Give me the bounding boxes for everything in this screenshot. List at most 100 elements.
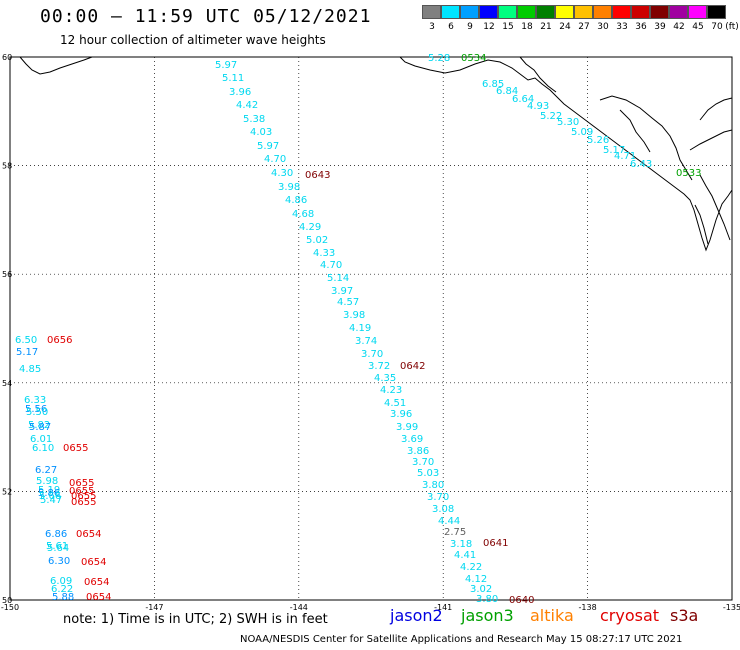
swh-label: 3.02 — [470, 584, 492, 595]
swh-label: 4.22 — [460, 562, 482, 573]
swh-label: 4.41 — [454, 550, 476, 561]
legend-tick: 33 — [616, 22, 628, 32]
satellite-name: s3a — [670, 606, 699, 625]
coastline-segment — [399, 56, 733, 252]
time-label: 0641 — [483, 538, 508, 549]
swh-label: 3.80 — [422, 480, 444, 491]
coastline-segment — [19, 56, 93, 75]
lon-tick-label: -135 — [723, 603, 740, 612]
swh-label: 4.12 — [465, 574, 487, 585]
legend-swatch — [669, 5, 688, 19]
swh-label: 5.11 — [222, 73, 244, 84]
time-label: 0643 — [305, 170, 330, 181]
legend-tick: 18 — [521, 22, 533, 32]
swh-label: 4.86 — [285, 195, 307, 206]
swh-label: 3.96 — [229, 87, 251, 98]
swh-label: 6.01 — [30, 434, 52, 445]
swh-label: 4.03 — [250, 127, 272, 138]
swh-label: 3.74 — [355, 336, 377, 347]
swh-label: 4.29 — [299, 222, 321, 233]
satellite-name: cryosat — [600, 606, 660, 625]
swh-label: 5.47 — [40, 495, 62, 506]
legend-tick: 70 — [711, 22, 723, 32]
swh-label: 3.98 — [343, 310, 365, 321]
legend-swatch — [422, 5, 441, 19]
time-label: 0655 — [63, 443, 88, 454]
lat-tick-label: 54 — [2, 379, 12, 388]
swh-label: 6.64 — [512, 94, 534, 105]
swh-label: 4.70 — [320, 260, 342, 271]
time-label: 0655 — [71, 491, 96, 502]
lat-tick-label: 60 — [2, 53, 12, 62]
legend-tick: 15 — [502, 22, 514, 32]
time-label: 0655 — [69, 478, 94, 489]
swh-label: 5.22 — [540, 111, 562, 122]
swh-label: 3.98 — [278, 182, 300, 193]
swh-label: 6.10 — [32, 443, 54, 454]
swh-label: 5.26 — [587, 135, 609, 146]
time-label: 0640 — [509, 595, 534, 606]
credit-line: NOAA/NESDIS Center for Satellite Applica… — [240, 634, 683, 645]
time-label: 0655 — [69, 486, 94, 497]
legend-tick: 42 — [673, 22, 685, 32]
swh-label: 3.69 — [401, 434, 423, 445]
swh-label: 6.33 — [24, 395, 46, 406]
swh-label: 4.23 — [380, 385, 402, 396]
satellite-name: jason3 — [461, 606, 514, 625]
legend-swatch — [707, 5, 726, 19]
swh-label: 5.88 — [52, 592, 74, 603]
legend-tick: 30 — [597, 22, 609, 32]
swh-label: 6.85 — [482, 79, 504, 90]
time-label: 0534 — [461, 53, 486, 64]
swh-label: 6.27 — [35, 465, 57, 476]
swh-label: 4.68 — [292, 209, 314, 220]
legend-unit: (ft) — [725, 22, 739, 32]
swh-label: 5.28 — [428, 53, 450, 64]
swh-label: 4.85 — [19, 364, 41, 375]
lon-tick-label: -150 — [1, 603, 19, 612]
legend-tick: 27 — [578, 22, 590, 32]
lat-tick-label: 58 — [2, 162, 12, 171]
satellite-name: altika — [530, 606, 574, 625]
time-label: 0655 — [71, 497, 96, 508]
legend-swatch — [631, 5, 650, 19]
time-label: 0654 — [76, 529, 101, 540]
map-grid — [10, 57, 732, 600]
time-label: 0654 — [84, 577, 109, 588]
swh-label: 5.87 — [29, 422, 51, 433]
coastline-segment — [699, 174, 731, 241]
swh-label: 4.35 — [374, 373, 396, 384]
legend-tick: 21 — [540, 22, 552, 32]
coastline-segment — [699, 97, 733, 121]
swh-label: 6.43 — [630, 159, 652, 170]
time-label: 0654 — [81, 557, 106, 568]
swh-label: 6.30 — [48, 556, 70, 567]
swh-label: 5.98 — [36, 476, 58, 487]
swh-label: 4.93 — [527, 101, 549, 112]
legend-tick: 6 — [448, 22, 454, 32]
legend-tick: 24 — [559, 22, 571, 32]
swh-label: 3.99 — [396, 422, 418, 433]
swh-label: 3.86 — [407, 446, 429, 457]
swh-label: 5.30 — [557, 117, 579, 128]
swh-label: 5.17 — [603, 145, 625, 156]
swh-label: 4.44 — [438, 516, 460, 527]
legend-swatch — [593, 5, 612, 19]
coastline-segment — [599, 95, 693, 181]
swh-label: 5.02 — [306, 235, 328, 246]
lon-tick-label: -138 — [579, 603, 597, 612]
swh-label: 5.14 — [327, 273, 349, 284]
coastline-segment — [694, 204, 709, 245]
swh-label: 6.09 — [50, 576, 72, 587]
latitude-axis: 60 58 56 54 52 50 — [2, 53, 12, 605]
map-border — [9, 56, 733, 601]
swh-label: 3.08 — [432, 504, 454, 515]
swh-label: 5.97 — [257, 141, 279, 152]
time-label: 0654 — [86, 592, 111, 603]
map-frame — [9, 56, 733, 601]
swh-label: 4.19 — [349, 323, 371, 334]
legend-swatch — [441, 5, 460, 19]
coastline-segment — [689, 129, 733, 151]
footer-note: note: 1) Time is in UTC; 2) SWH is in fe… — [63, 612, 328, 627]
